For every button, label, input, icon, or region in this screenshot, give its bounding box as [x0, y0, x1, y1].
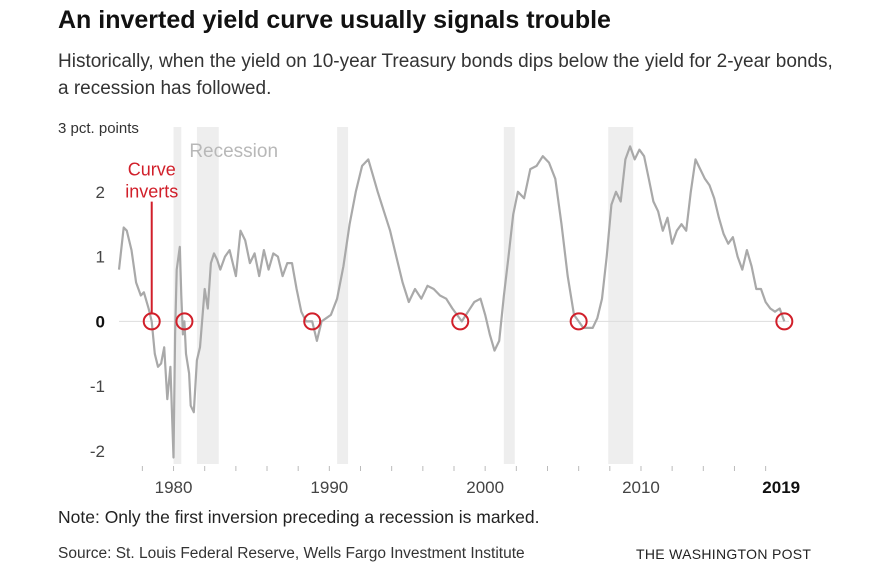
axis-ticks: 3 pct. points 2 1 0 -1 -2 1980 1990 2000 2010 2019 [58, 120, 800, 497]
x-tick-label: 1980 [155, 478, 193, 497]
recession-band [503, 127, 515, 464]
annotation-label: inverts [125, 182, 178, 202]
y-tick-label: 1 [96, 248, 105, 267]
inversion-marker [303, 312, 322, 331]
publisher-brand: THE WASHINGTON POST [636, 546, 812, 562]
chart-source: Source: St. Louis Federal Reserve, Wells… [58, 545, 525, 562]
recession-band [337, 127, 349, 464]
chart-subtitle: Historically, when the yield on 10-year … [58, 51, 833, 99]
annotation-label: Curve [128, 160, 176, 180]
yield-curve-chart: Recession 3 pct. points 2 1 0 -1 -2 1980 1990 20… [58, 120, 800, 497]
recession-bands: Recession [173, 127, 634, 464]
series-line [117, 145, 786, 459]
inversion-marker [142, 312, 161, 331]
inversion-marker [775, 312, 794, 331]
y-tick-label: -1 [90, 377, 105, 396]
y-tick-label: 2 [96, 183, 105, 202]
x-tick-label: 2019 [762, 478, 800, 497]
x-tick-label: 1990 [310, 478, 348, 497]
recession-band [173, 127, 182, 464]
y-tick-label: 0 [96, 312, 105, 331]
y-tick-label: -2 [90, 442, 105, 461]
x-tick-label: 2010 [622, 478, 660, 497]
x-tick-label: 2000 [466, 478, 504, 497]
recession-band [608, 127, 634, 464]
inversion-marker [451, 312, 470, 331]
inversion-marker [569, 312, 588, 331]
inversion-marker [175, 312, 194, 331]
chart-title: An inverted yield curve usually signals … [58, 6, 611, 34]
series-lines [117, 145, 786, 459]
chart-note: Note: Only the first inversion preceding… [58, 507, 540, 527]
y-tick-label: 3 pct. points [58, 120, 139, 137]
recession-label: Recession [189, 141, 278, 162]
